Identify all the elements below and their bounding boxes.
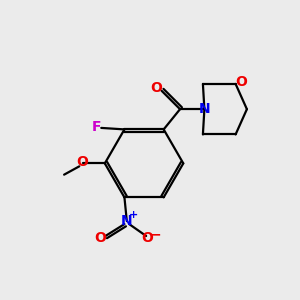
Text: F: F <box>92 120 101 134</box>
Text: O: O <box>236 75 247 89</box>
Text: N: N <box>121 214 133 228</box>
Text: +: + <box>129 210 138 220</box>
Text: O: O <box>76 155 88 169</box>
Text: −: − <box>149 227 161 241</box>
Text: O: O <box>142 231 154 245</box>
Text: O: O <box>150 81 162 95</box>
Text: O: O <box>95 231 106 245</box>
Text: N: N <box>199 102 210 116</box>
